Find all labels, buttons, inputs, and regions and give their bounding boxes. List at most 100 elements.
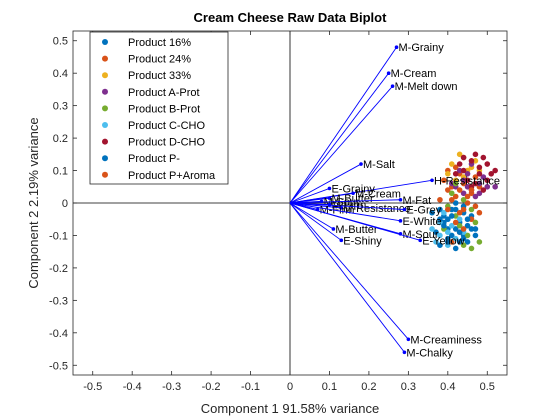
vector-tip bbox=[394, 45, 399, 50]
data-point bbox=[468, 187, 475, 193]
data-point bbox=[452, 213, 459, 219]
loading-vector bbox=[289, 187, 330, 204]
legend-marker bbox=[102, 55, 108, 62]
data-point bbox=[464, 170, 471, 177]
data-point bbox=[452, 200, 459, 206]
x-tick-label: 0 bbox=[287, 381, 293, 393]
data-point bbox=[476, 209, 483, 216]
data-point bbox=[464, 200, 471, 206]
y-tick-label: -0.1 bbox=[49, 230, 68, 242]
vector-label: M-Melt down bbox=[395, 81, 458, 93]
loading-vector bbox=[289, 85, 393, 204]
data-point bbox=[452, 180, 459, 187]
data-point bbox=[472, 232, 479, 239]
data-point bbox=[433, 239, 439, 245]
vector-tip bbox=[398, 197, 403, 202]
loading-vector bbox=[289, 72, 389, 204]
data-point bbox=[472, 193, 479, 200]
data-point bbox=[468, 216, 475, 223]
vector-tip bbox=[402, 207, 407, 212]
data-point bbox=[488, 170, 495, 177]
legend-marker bbox=[102, 105, 108, 112]
data-point bbox=[456, 187, 463, 193]
legend-entry: Product B-Prot bbox=[128, 103, 200, 115]
data-point bbox=[492, 183, 498, 190]
vector-tip bbox=[351, 191, 355, 196]
y-tick-label: -0.3 bbox=[49, 295, 68, 307]
x-tick-label: 0.3 bbox=[401, 381, 416, 393]
data-point bbox=[448, 196, 455, 203]
data-point bbox=[452, 206, 459, 213]
data-point bbox=[445, 239, 451, 245]
scatter-points bbox=[429, 151, 498, 252]
y-tick-label: 0.3 bbox=[53, 101, 68, 113]
data-point bbox=[448, 206, 455, 213]
vector-label: E-Shiny bbox=[343, 235, 382, 247]
vector-tip bbox=[402, 350, 407, 355]
vector-label: M-Salt bbox=[363, 159, 395, 171]
data-point bbox=[448, 161, 455, 167]
vector-label: M-Chalky bbox=[406, 347, 453, 359]
legend-entry: Product 24% bbox=[128, 54, 191, 66]
data-point bbox=[437, 196, 443, 203]
data-point bbox=[448, 232, 455, 239]
data-point bbox=[472, 151, 479, 158]
vector-label: M-Cream bbox=[391, 68, 437, 80]
legend-marker bbox=[102, 39, 108, 45]
data-point bbox=[464, 239, 471, 245]
legend: Product 16% Product 24% Product 33% Product… bbox=[89, 31, 229, 185]
data-point bbox=[437, 206, 443, 213]
y-tick-label: 0.1 bbox=[53, 166, 68, 178]
data-point bbox=[464, 183, 471, 190]
x-tick-label: 0.1 bbox=[322, 381, 337, 393]
vector-tip bbox=[430, 178, 434, 183]
data-point bbox=[468, 206, 475, 213]
data-point bbox=[429, 226, 435, 232]
legend-marker bbox=[102, 122, 108, 128]
y-tick-label: -0.5 bbox=[49, 360, 68, 372]
loading-vector bbox=[289, 199, 401, 204]
data-point bbox=[445, 206, 451, 213]
data-point bbox=[456, 239, 463, 245]
x-tick-label: -0.2 bbox=[202, 381, 221, 393]
data-point bbox=[460, 226, 467, 232]
data-point bbox=[460, 235, 467, 242]
y-tick-label: 0.4 bbox=[53, 68, 68, 80]
vector-label: M-Butter bbox=[335, 224, 378, 236]
data-point bbox=[448, 180, 455, 187]
legend-entry: Product D-CHO bbox=[128, 137, 205, 149]
data-point bbox=[460, 177, 467, 184]
data-point bbox=[464, 193, 471, 200]
legend-entry: Product C-CHO bbox=[128, 120, 205, 132]
loading-vector bbox=[289, 197, 330, 204]
x-tick-label: 0.2 bbox=[361, 381, 376, 393]
data-point bbox=[472, 174, 479, 180]
vector-label: M-Cream bbox=[355, 188, 401, 200]
data-point bbox=[464, 232, 471, 239]
vector-tip bbox=[327, 186, 332, 191]
legend-marker bbox=[102, 72, 108, 79]
vector-label: E-Yellow bbox=[422, 235, 464, 247]
vector-label: M-Butter bbox=[331, 193, 374, 205]
vector-label: E-Grainy bbox=[331, 183, 375, 195]
data-point bbox=[468, 158, 475, 164]
x-tick-label: 0.4 bbox=[440, 381, 455, 393]
axis-ticks: -0.5 -0.4 -0.3 -0.2 -0.1 0 0.1 0.2 0.3 0.4 0.5 -0.5… bbox=[49, 31, 507, 393]
data-point bbox=[464, 177, 471, 184]
data-point bbox=[464, 216, 471, 223]
legend-marker bbox=[102, 138, 108, 145]
data-point bbox=[452, 164, 459, 171]
data-point bbox=[456, 151, 463, 158]
vector-tip bbox=[398, 219, 403, 223]
data-point bbox=[433, 229, 439, 236]
data-point bbox=[456, 222, 463, 229]
legend-entry: Product 16% bbox=[128, 37, 191, 49]
data-point bbox=[472, 203, 479, 210]
data-point bbox=[452, 193, 459, 200]
loading-vector bbox=[289, 202, 409, 340]
loading-vector bbox=[289, 202, 405, 353]
loading-vector bbox=[289, 46, 397, 204]
vector-label: M-Resistance bbox=[343, 203, 410, 215]
data-point bbox=[476, 180, 483, 187]
